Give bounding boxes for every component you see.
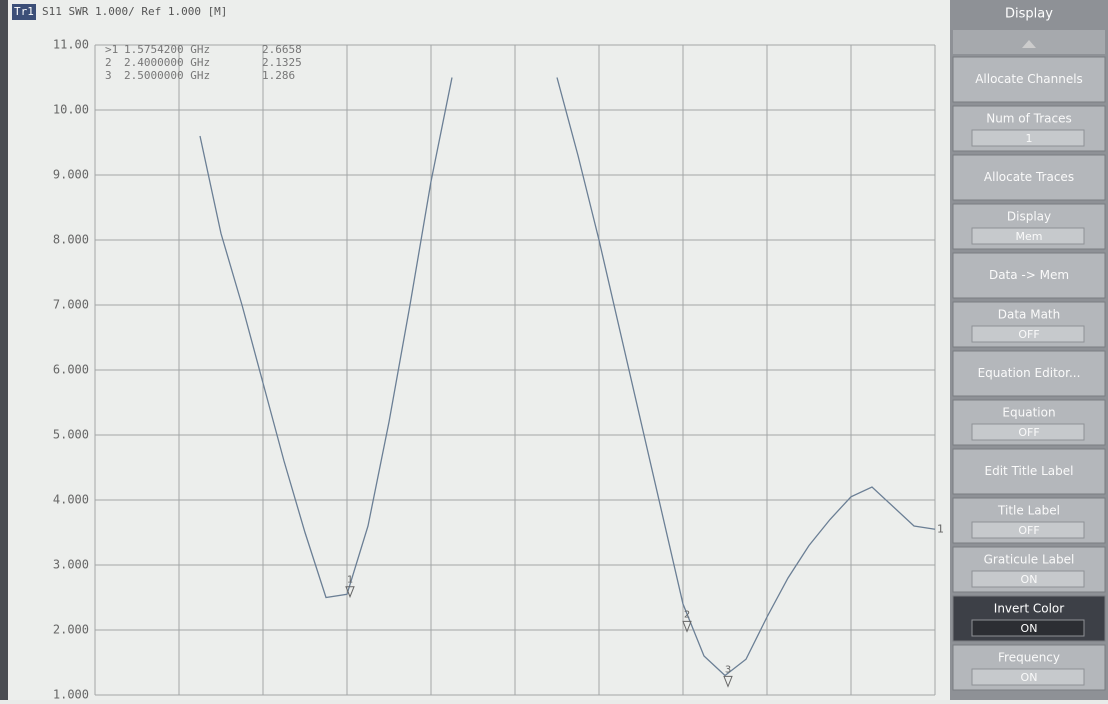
marker-frequency: 2.4000000 GHz [124,56,210,69]
button-value: OFF [1018,524,1039,537]
y-tick-label: 6.000 [53,363,89,377]
marker-label: 1 [347,575,353,586]
trace [199,77,453,599]
trace-end-label: 1 [937,522,944,535]
button-label: Display [1007,210,1051,224]
marker-frequency: 2.5000000 GHz [124,69,210,82]
button-label: Equation Editor... [978,366,1081,380]
value-box [971,570,1085,588]
y-tick-label: 4.000 [53,493,89,507]
button-value: OFF [1018,426,1039,439]
y-tick-label: 1.000 [53,688,89,701]
value-box [971,129,1085,147]
y-tick-label: 8.000 [53,233,89,247]
button-label: Frequency [998,651,1060,665]
marker-value: 2.1325 [262,56,302,69]
button-label: Edit Title Label [985,464,1074,478]
button-label: Allocate Traces [984,170,1074,184]
marker-frequency: 1.5754200 GHz [124,43,210,56]
y-tick-label: 7.000 [53,298,89,312]
trace-name: Tr1 [14,5,34,18]
trace-settings: S11 SWR 1.000/ Ref 1.000 [M] [42,5,227,18]
y-tick-label: 3.000 [53,558,89,572]
value-box [971,325,1085,343]
scroll-arrow [1022,40,1036,48]
menu-button[interactable] [952,448,1106,495]
menu-button[interactable] [952,350,1106,397]
button-value: ON [1021,671,1038,684]
y-tick-label: 2.000 [53,623,89,637]
menu-button[interactable] [952,154,1106,201]
value-box [971,668,1085,686]
menu-panel [950,0,1108,700]
menu-button[interactable] [952,252,1106,299]
value-box [971,423,1085,441]
button-value: 1 [1026,132,1033,145]
marker [723,675,733,688]
value-box [971,521,1085,539]
button-label: Num of Traces [986,112,1072,126]
button-value: Mem [1016,230,1043,243]
marker-id: 2 [105,56,112,69]
marker-label: 3 [725,664,731,675]
trace-tag [12,4,36,20]
button-label: Data Math [998,308,1060,322]
marker-value: 2.6658 [262,43,302,56]
menu-title: Display [1005,7,1053,22]
button-label: Data -> Mem [989,268,1069,282]
y-tick-label: 5.000 [53,428,89,442]
marker [345,586,355,599]
button-label: Title Label [997,504,1060,518]
button-value: OFF [1018,328,1039,341]
button-value: ON [1021,573,1038,586]
bezel [0,0,8,700]
plot-background [0,0,950,700]
marker [682,620,692,633]
button-label: Graticule Label [984,553,1075,567]
y-tick-label: 10.00 [53,103,89,117]
marker-value: 1.286 [262,69,295,82]
button-value: ON [1021,622,1038,635]
menu-button[interactable] [952,56,1106,103]
marker-label: 2 [684,609,690,620]
button-label: Invert Color [994,602,1064,616]
marker-id: 3 [105,69,112,82]
marker-id: >1 [105,43,118,56]
button-label: Equation [1002,406,1055,420]
y-tick-label: 11.00 [53,38,89,52]
y-tick-label: 9.000 [53,168,89,182]
value-box [971,619,1085,637]
button-label: Allocate Channels [975,72,1083,86]
value-box [971,227,1085,245]
trace [556,77,936,677]
